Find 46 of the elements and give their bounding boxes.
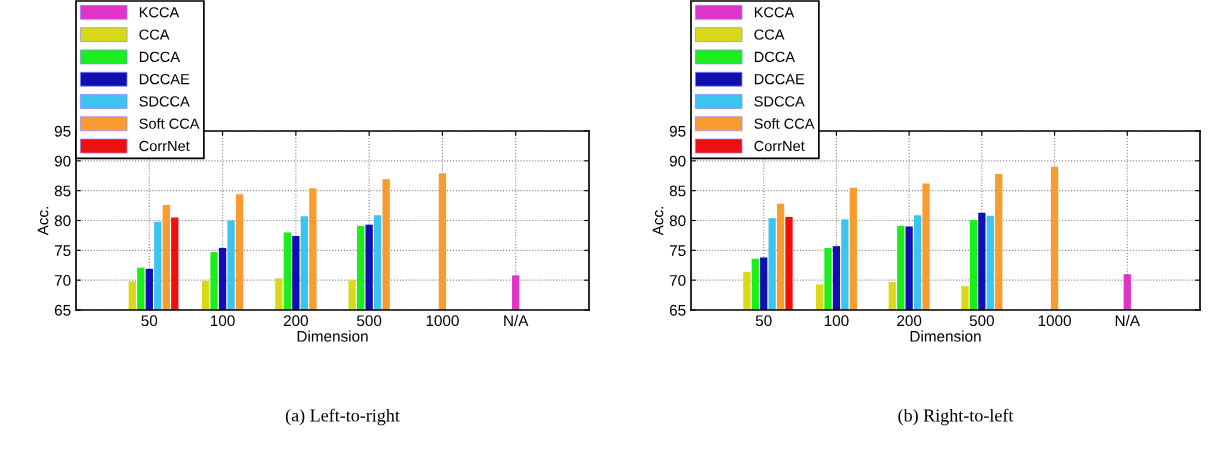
x-tick-label: 500 [969,315,995,327]
legend-label: CorrNet [139,140,190,152]
legend-label: CCA [754,29,785,40]
x-axis-title: Dimension [910,330,981,342]
y-tick-label: 65 [54,304,71,316]
x-tick-label: 1000 [426,315,459,327]
x-tick-label: 50 [755,315,772,327]
text: (a) Left-to-right [285,408,400,426]
y-tick-label: 95 [54,125,71,137]
legend-label: CorrNet [754,140,805,152]
y-tick-label: 90 [54,155,71,167]
x-tick-label: 50 [141,315,158,327]
y-axis-title: Acc. [652,207,664,236]
x-tick-label: 200 [897,315,922,327]
legend-label: DCCAE [754,73,805,85]
legend-label: Soft CCA [139,118,200,129]
y-tick-label: 85 [669,185,686,197]
y-tick-label: 80 [54,215,71,227]
y-tick-label: 80 [669,215,686,227]
legend-label: DCCA [754,51,795,63]
y-tick-label: 75 [54,245,71,257]
x-tick-label: 500 [357,315,382,327]
y-tick-label: 70 [54,275,71,286]
legend-label: Soft CCA [754,118,815,129]
legend-label: CCA [139,29,170,40]
text: (b) Right-to-left [898,408,1014,426]
y-tick-label: 85 [54,185,71,197]
legend-label: SDCCA [754,96,805,107]
x-tick-label: N/A [504,314,529,327]
legend-label: KCCA [754,7,795,18]
x-tick-label: 100 [824,315,849,327]
x-tick-label: 200 [283,315,309,327]
y-axis-title: Acc. [37,207,49,236]
y-tick-label: 70 [669,275,686,286]
x-tick-label: N/A [1115,314,1140,327]
x-axis-title: Dimension [297,330,368,342]
x-tick-label: 100 [210,315,235,327]
x-tick-label: 1000 [1038,315,1071,327]
y-tick-label: 90 [669,155,686,167]
legend-label: DCCA [139,51,180,63]
legend-label: DCCAE [139,73,190,85]
legend-label: KCCA [139,7,180,18]
y-tick-label: 75 [669,245,686,257]
y-tick-label: 95 [669,125,686,137]
y-tick-label: 65 [669,304,686,316]
legend-label: SDCCA [139,96,190,107]
